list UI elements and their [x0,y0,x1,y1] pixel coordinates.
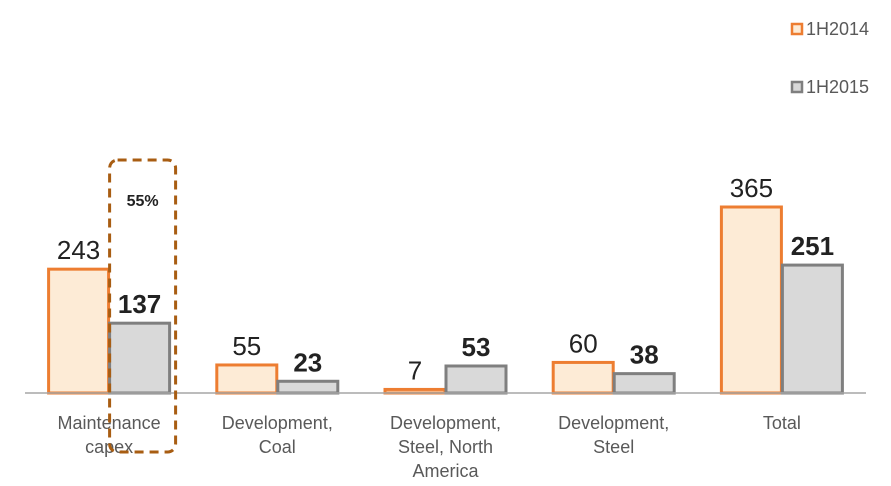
legend-swatch-1H2014 [790,22,804,36]
value-label-1H2014-4: 365 [730,173,773,203]
value-label-1H2015-1: 23 [293,347,322,377]
bar-1H2014-0 [47,267,111,395]
value-label-1H2015-3: 38 [630,340,659,370]
bars-layer [47,205,844,395]
value-label-1H2015-2: 53 [462,332,491,362]
value-label-1H2015-0: 137 [118,289,161,319]
chart-legend: 1H2014 1H2015 [790,19,869,97]
value-label-1H2014-1: 55 [232,331,261,361]
bar-1H2014-3 [551,360,615,395]
value-label-1H2014-3: 60 [569,328,598,358]
legend-label-1H2015: 1H2015 [806,77,869,97]
value-label-1H2014-0: 243 [57,235,100,265]
annotation-layer: 55% [108,158,178,454]
bar-1H2015-3 [612,372,676,395]
annotation-text: 55% [127,193,159,210]
bar-1H2015-4 [780,263,844,395]
category-label-2: Development, Steel, North America [390,413,501,481]
value-labels: 243 55 7 60 365 137 23 53 38 251 [57,173,834,385]
bar-1H2014-4 [719,205,783,395]
legend-swatch-1H2015 [790,80,804,94]
annotation-box [108,158,178,454]
value-label-1H2014-2: 7 [408,355,422,385]
bar-1H2015-0 [108,321,172,395]
bar-1H2015-1 [276,379,340,395]
category-label-4: Total [763,413,801,433]
category-label-3: Development, Steel [558,413,669,457]
legend-label-1H2014: 1H2014 [806,19,869,39]
value-label-1H2015-4: 251 [791,231,834,261]
bar-1H2015-2 [444,364,508,395]
category-label-1: Development, Coal [222,413,333,457]
bar-1H2014-1 [215,363,279,395]
